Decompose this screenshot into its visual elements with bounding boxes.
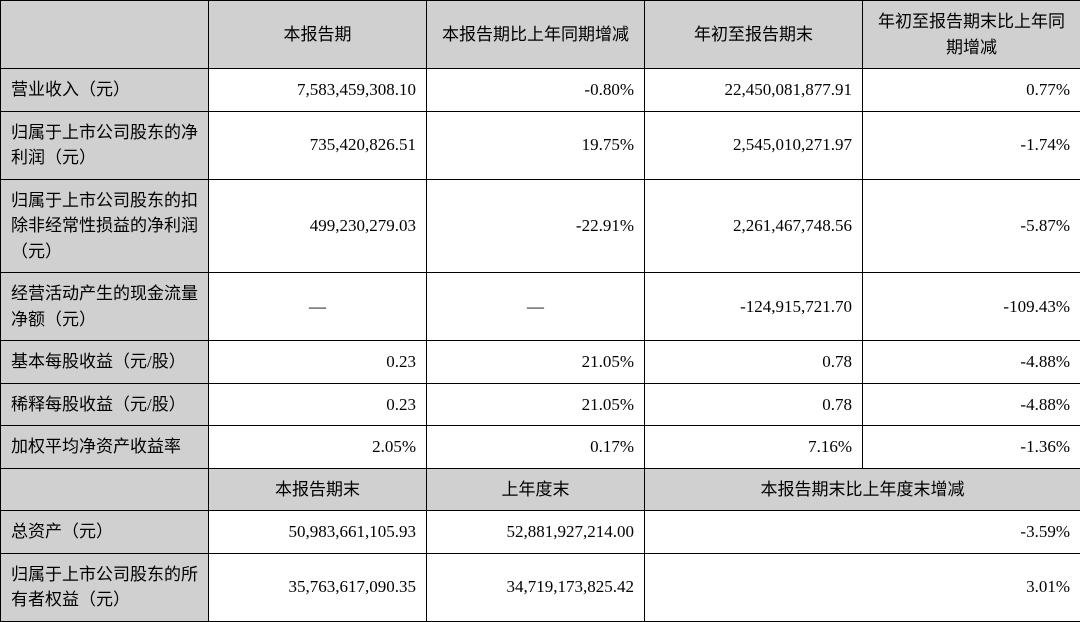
header-blank [1, 468, 209, 511]
row-label: 加权平均净资产收益率 [1, 426, 209, 469]
row-label: 归属于上市公司股东的所有者权益（元） [1, 553, 209, 621]
table-row: 归属于上市公司股东的净利润（元） 735,420,826.51 19.75% 2… [1, 111, 1080, 179]
table-row: 营业收入（元） 7,583,459,308.10 -0.80% 22,450,0… [1, 69, 1080, 112]
table-row: 归属于上市公司股东的扣除非经常性损益的净利润（元） 499,230,279.03… [1, 179, 1080, 273]
row-label: 基本每股收益（元/股） [1, 341, 209, 384]
cell-value: — [209, 273, 427, 341]
cell-value: 0.17% [427, 426, 645, 469]
cell-value: 21.05% [427, 341, 645, 384]
cell-value: 735,420,826.51 [209, 111, 427, 179]
cell-value: 21.05% [427, 383, 645, 426]
financial-table: 本报告期 本报告期比上年同期增减 年初至报告期末 年初至报告期末比上年同期增减 … [0, 0, 1080, 622]
cell-value: -3.59% [645, 511, 1080, 554]
cell-value: -109.43% [863, 273, 1080, 341]
cell-value: 7.16% [645, 426, 863, 469]
cell-value: 19.75% [427, 111, 645, 179]
cell-value: 2,545,010,271.97 [645, 111, 863, 179]
cell-value: — [427, 273, 645, 341]
cell-value: -22.91% [427, 179, 645, 273]
header-blank [1, 1, 209, 69]
cell-value: 0.78 [645, 341, 863, 384]
cell-value: 0.77% [863, 69, 1080, 112]
table-row: 加权平均净资产收益率 2.05% 0.17% 7.16% -1.36% [1, 426, 1080, 469]
row-label: 经营活动产生的现金流量净额（元） [1, 273, 209, 341]
cell-value: 22,450,081,877.91 [645, 69, 863, 112]
cell-value: -1.36% [863, 426, 1080, 469]
row-label: 营业收入（元） [1, 69, 209, 112]
cell-value: -4.88% [863, 341, 1080, 384]
header-row-bottom: 本报告期末 上年度末 本报告期末比上年度末增减 [1, 468, 1080, 511]
table-row: 基本每股收益（元/股） 0.23 21.05% 0.78 -4.88% [1, 341, 1080, 384]
cell-value: -0.80% [427, 69, 645, 112]
header-ytd: 年初至报告期末 [645, 1, 863, 69]
row-label: 归属于上市公司股东的净利润（元） [1, 111, 209, 179]
cell-value: 3.01% [645, 553, 1080, 621]
cell-value: 35,763,617,090.35 [209, 553, 427, 621]
table-row: 稀释每股收益（元/股） 0.23 21.05% 0.78 -4.88% [1, 383, 1080, 426]
row-label: 稀释每股收益（元/股） [1, 383, 209, 426]
cell-value: -124,915,721.70 [645, 273, 863, 341]
cell-value: -5.87% [863, 179, 1080, 273]
table-row: 经营活动产生的现金流量净额（元） — — -124,915,721.70 -10… [1, 273, 1080, 341]
cell-value: 52,881,927,214.00 [427, 511, 645, 554]
header-period-end: 本报告期末 [209, 468, 427, 511]
table-row: 归属于上市公司股东的所有者权益（元） 35,763,617,090.35 34,… [1, 553, 1080, 621]
header-current-period: 本报告期 [209, 1, 427, 69]
cell-value: -1.74% [863, 111, 1080, 179]
header-prev-year-end: 上年度末 [427, 468, 645, 511]
cell-value: 0.78 [645, 383, 863, 426]
cell-value: 2.05% [209, 426, 427, 469]
table-row: 总资产（元） 50,983,661,105.93 52,881,927,214.… [1, 511, 1080, 554]
cell-value: 0.23 [209, 383, 427, 426]
row-label: 归属于上市公司股东的扣除非经常性损益的净利润（元） [1, 179, 209, 273]
header-period-change: 本报告期末比上年度末增减 [645, 468, 1080, 511]
cell-value: 50,983,661,105.93 [209, 511, 427, 554]
cell-value: 2,261,467,748.56 [645, 179, 863, 273]
cell-value: 499,230,279.03 [209, 179, 427, 273]
cell-value: 34,719,173,825.42 [427, 553, 645, 621]
cell-value: 7,583,459,308.10 [209, 69, 427, 112]
header-yoy-change: 本报告期比上年同期增减 [427, 1, 645, 69]
cell-value: 0.23 [209, 341, 427, 384]
row-label: 总资产（元） [1, 511, 209, 554]
cell-value: -4.88% [863, 383, 1080, 426]
header-ytd-yoy: 年初至报告期末比上年同期增减 [863, 1, 1080, 69]
header-row-top: 本报告期 本报告期比上年同期增减 年初至报告期末 年初至报告期末比上年同期增减 [1, 1, 1080, 69]
